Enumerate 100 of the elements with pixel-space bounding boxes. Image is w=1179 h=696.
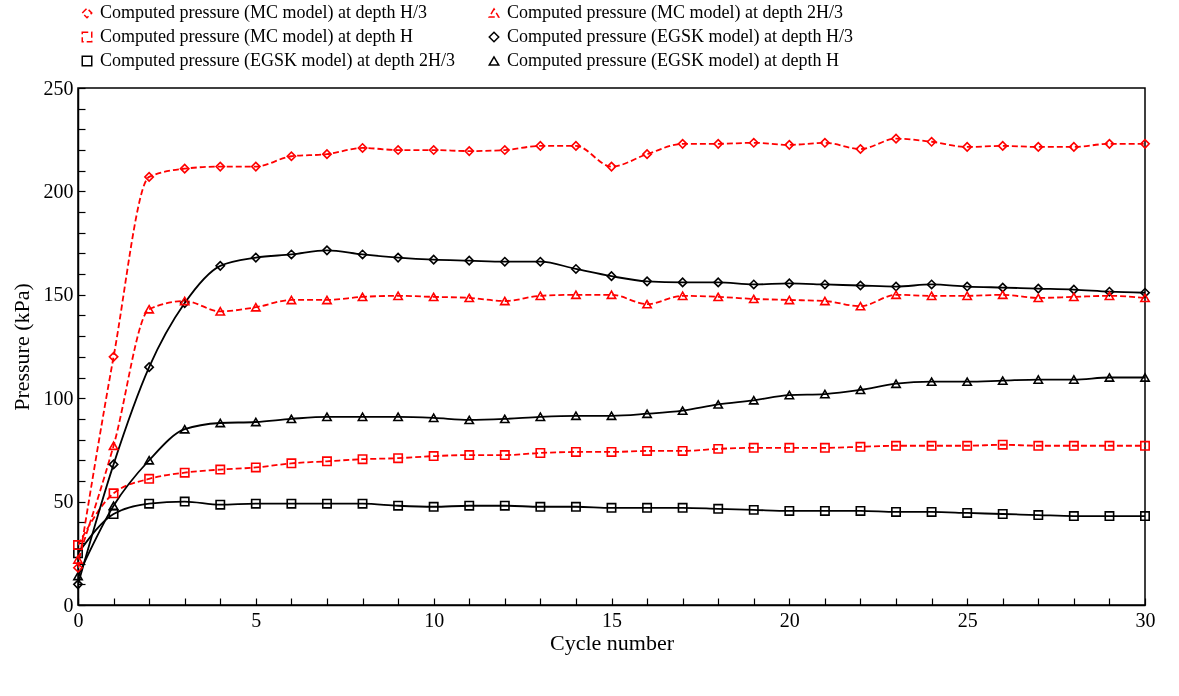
point [393, 412, 404, 422]
point [215, 306, 226, 316]
point [1140, 373, 1150, 382]
point [357, 249, 368, 260]
point [73, 571, 83, 581]
point [464, 500, 475, 511]
point [428, 145, 439, 156]
point [464, 450, 475, 461]
point [1140, 511, 1150, 522]
point [1033, 440, 1044, 451]
point [144, 304, 155, 314]
point [1068, 284, 1079, 295]
point [997, 140, 1008, 151]
point [784, 295, 795, 305]
point [570, 263, 581, 274]
legend-label: Computed pressure (MC model) at depth H [100, 26, 413, 47]
point [606, 271, 617, 282]
point [428, 501, 439, 512]
point [144, 473, 155, 484]
point [1104, 440, 1115, 451]
point [73, 548, 83, 559]
point [1033, 375, 1044, 385]
point [891, 379, 902, 389]
legend-label: Computed pressure (MC model) at depth 2H/3 [507, 2, 843, 23]
point [1068, 292, 1079, 302]
point [926, 440, 937, 451]
point [677, 406, 688, 416]
x-tick-label: 10 [424, 608, 445, 631]
point [215, 161, 226, 172]
point [464, 415, 475, 425]
point [962, 507, 973, 518]
point [179, 496, 190, 507]
point [855, 505, 866, 516]
point [144, 171, 155, 182]
y-tick-label: 250 [43, 76, 74, 99]
point [393, 252, 404, 263]
point [819, 296, 830, 306]
point [1033, 283, 1044, 294]
point [1068, 440, 1079, 451]
point [108, 441, 119, 451]
point [855, 441, 866, 452]
point [357, 454, 368, 465]
point [926, 279, 937, 290]
legend-label: Computed pressure (EGSK model) at depth H/3 [507, 26, 853, 47]
point [250, 417, 261, 427]
point [215, 260, 226, 271]
point [499, 450, 510, 461]
point [464, 293, 475, 303]
point [535, 448, 546, 458]
point [570, 411, 581, 421]
point [286, 295, 297, 305]
point [784, 278, 795, 289]
point [855, 280, 866, 291]
point [286, 498, 297, 509]
point [819, 505, 830, 516]
point [677, 445, 688, 456]
x-tick-label: 30 [1135, 608, 1156, 631]
point [1033, 141, 1044, 152]
point [499, 414, 510, 424]
point [215, 464, 226, 475]
point [1104, 291, 1115, 301]
point [1140, 440, 1150, 451]
point [108, 351, 119, 362]
point [570, 446, 581, 457]
point [997, 282, 1008, 293]
point [1033, 510, 1044, 521]
point [215, 418, 226, 428]
point [73, 540, 83, 551]
point [250, 161, 261, 172]
point [428, 413, 439, 423]
point [784, 442, 795, 453]
point [321, 295, 332, 305]
point [748, 395, 759, 405]
point [642, 149, 653, 160]
point [108, 509, 119, 519]
point [144, 362, 155, 373]
point [962, 281, 973, 292]
point [926, 377, 937, 387]
point [677, 277, 688, 288]
point [570, 290, 581, 300]
point [179, 163, 190, 174]
point [1140, 293, 1150, 303]
point [606, 290, 617, 300]
point [748, 442, 759, 453]
point [215, 499, 226, 510]
point [606, 161, 617, 172]
point [677, 291, 688, 301]
point [499, 145, 510, 156]
point [1104, 373, 1115, 382]
point [748, 279, 759, 290]
point [144, 455, 155, 465]
point [357, 292, 368, 302]
point [642, 299, 653, 309]
point [1068, 375, 1079, 385]
point [748, 504, 759, 515]
point [997, 509, 1008, 519]
point [713, 443, 724, 454]
point [962, 377, 973, 387]
point [570, 140, 581, 151]
point [713, 292, 724, 302]
